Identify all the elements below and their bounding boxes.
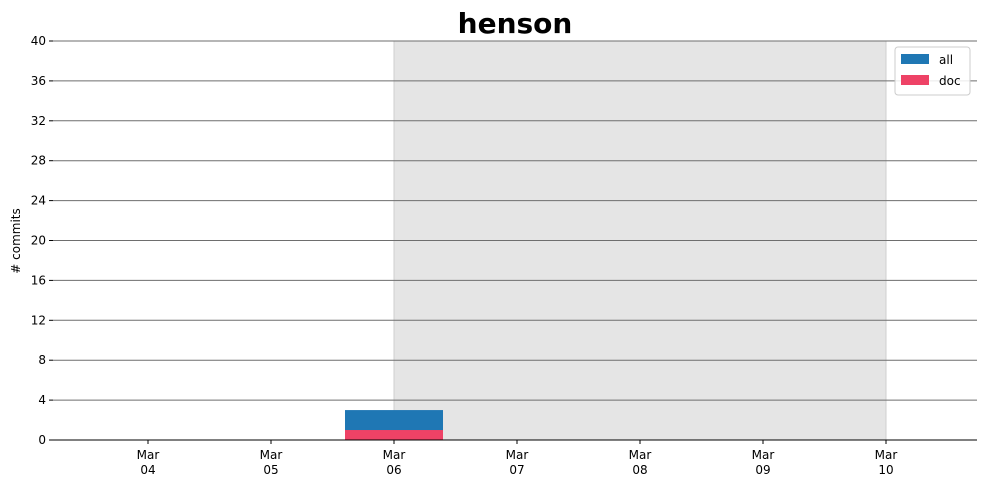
x-tick-label-day: 04 xyxy=(140,463,155,477)
y-tick-label: 28 xyxy=(31,154,46,168)
chart-title: henson xyxy=(458,7,573,40)
x-tick-label-day: 05 xyxy=(263,463,278,477)
y-tick-label: 0 xyxy=(38,433,46,447)
x-tick-label-day: 09 xyxy=(755,463,770,477)
x-tick-label-month: Mar xyxy=(383,448,406,462)
legend-swatch-doc xyxy=(901,75,929,85)
y-tick-label: 20 xyxy=(31,234,46,248)
y-tick-label: 32 xyxy=(31,114,46,128)
legend: all doc xyxy=(894,46,971,96)
legend-entries: all doc xyxy=(901,53,961,88)
x-tick-label-month: Mar xyxy=(875,448,898,462)
y-tick-layer: 0 4 8 12 16 20 24 28 32 36 40 xyxy=(31,34,53,447)
legend-label-all: all xyxy=(939,53,953,67)
bar-layer xyxy=(345,410,443,440)
x-tick-label-day: 08 xyxy=(632,463,647,477)
legend-label-doc: doc xyxy=(939,74,961,88)
x-tick-label-month: Mar xyxy=(752,448,775,462)
x-tick-label-day: 10 xyxy=(878,463,893,477)
bar-doc-2 xyxy=(345,430,443,440)
x-tick-label-month: Mar xyxy=(137,448,160,462)
x-tick-label-month: Mar xyxy=(260,448,283,462)
y-tick-label: 40 xyxy=(31,34,46,48)
x-tick-label-day: 07 xyxy=(509,463,524,477)
y-axis-label: # commits xyxy=(9,208,23,273)
legend-swatch-all xyxy=(901,54,929,64)
y-tick-label: 16 xyxy=(31,273,46,287)
y-tick-label: 12 xyxy=(31,313,46,327)
x-tick-label-month: Mar xyxy=(629,448,652,462)
x-tick-label-month: Mar xyxy=(506,448,529,462)
y-tick-label: 24 xyxy=(31,194,46,208)
x-tick-label-day: 06 xyxy=(386,463,401,477)
y-tick-label: 36 xyxy=(31,74,46,88)
y-tick-label: 8 xyxy=(38,353,46,367)
grid-layer xyxy=(53,40,977,401)
y-tick-label: 4 xyxy=(38,393,46,407)
